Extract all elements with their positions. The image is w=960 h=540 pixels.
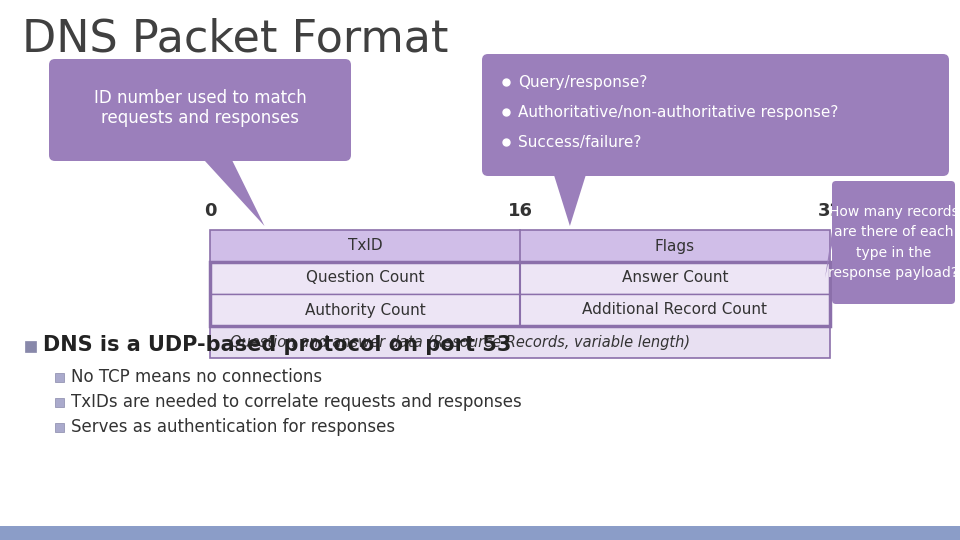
- Text: Success/failure?: Success/failure?: [518, 134, 641, 150]
- Text: 32: 32: [818, 202, 843, 220]
- FancyBboxPatch shape: [210, 230, 830, 262]
- FancyBboxPatch shape: [832, 181, 955, 304]
- Bar: [55, 398, 64, 407]
- Text: Question Count: Question Count: [305, 271, 424, 286]
- Text: Query/response?: Query/response?: [518, 75, 647, 90]
- FancyBboxPatch shape: [210, 294, 830, 326]
- Text: Authoritative/non-authoritative response?: Authoritative/non-authoritative response…: [518, 105, 838, 119]
- Text: Authority Count: Authority Count: [304, 302, 425, 318]
- Text: Flags: Flags: [655, 239, 695, 253]
- Polygon shape: [825, 205, 836, 278]
- Bar: [55, 373, 64, 382]
- Text: DNS is a UDP-based protocol on port 53: DNS is a UDP-based protocol on port 53: [43, 335, 512, 355]
- Text: Answer Count: Answer Count: [622, 271, 729, 286]
- Text: TxIDs are needed to correlate requests and responses: TxIDs are needed to correlate requests a…: [71, 393, 521, 411]
- Text: 0: 0: [204, 202, 216, 220]
- Text: DNS Packet Format: DNS Packet Format: [22, 18, 448, 61]
- FancyBboxPatch shape: [210, 326, 830, 358]
- Polygon shape: [200, 155, 265, 226]
- FancyBboxPatch shape: [482, 54, 949, 176]
- Text: How many records
are there of each
type in the
response payload?: How many records are there of each type …: [828, 205, 959, 280]
- Text: ID number used to match
requests and responses: ID number used to match requests and res…: [94, 89, 306, 127]
- Bar: [25, 341, 36, 352]
- Polygon shape: [552, 170, 588, 226]
- Text: 16: 16: [508, 202, 533, 220]
- Text: TxID: TxID: [348, 239, 382, 253]
- FancyBboxPatch shape: [49, 59, 351, 161]
- FancyBboxPatch shape: [210, 262, 830, 294]
- Text: Serves as authentication for responses: Serves as authentication for responses: [71, 418, 396, 436]
- Text: Additional Record Count: Additional Record Count: [583, 302, 767, 318]
- Bar: [0, 526, 960, 540]
- Text: No TCP means no connections: No TCP means no connections: [71, 368, 323, 386]
- Text: Question and answer data (Resource Records, variable length): Question and answer data (Resource Recor…: [230, 334, 690, 349]
- Bar: [55, 423, 64, 432]
